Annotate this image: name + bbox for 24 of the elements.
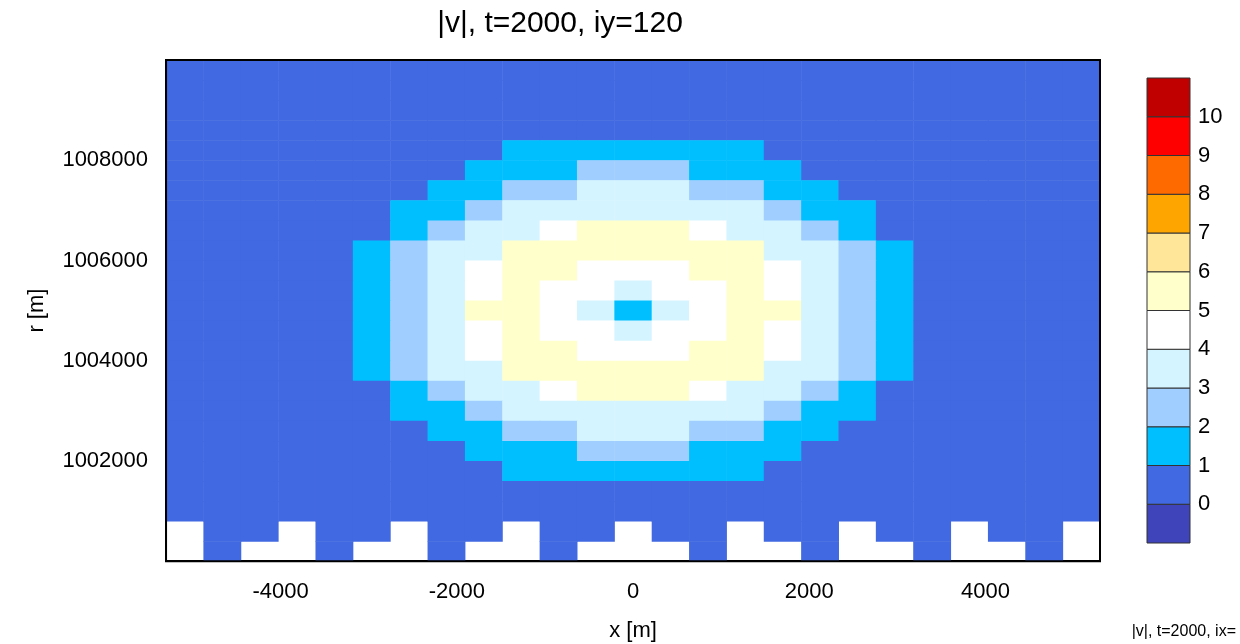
x-tick-label: 2000 — [784, 578, 834, 604]
color-bar-label: 7 — [1198, 219, 1211, 245]
color-bar-label: 0 — [1198, 490, 1211, 516]
y-tick-label: 1004000 — [62, 346, 149, 372]
x-tick-label: 4000 — [960, 578, 1010, 604]
x-tick-label: 0 — [626, 578, 640, 604]
x-tick-label: -2000 — [428, 578, 485, 604]
color-bar-label: 3 — [1198, 374, 1211, 400]
color-bar-label: 5 — [1198, 296, 1211, 322]
color-bar-label: 6 — [1198, 257, 1211, 283]
y-axis-title: r [m] — [23, 288, 49, 333]
x-axis-title: x [m] — [609, 616, 657, 642]
color-bar-label: 4 — [1198, 335, 1211, 361]
y-tick-label: 1002000 — [62, 447, 149, 473]
color-bar-label: 8 — [1198, 180, 1211, 206]
color-bar-label: 10 — [1198, 102, 1223, 128]
color-bar-label: 9 — [1198, 141, 1211, 167]
y-tick-label: 1006000 — [62, 246, 149, 272]
color-bar-label: 1 — [1198, 451, 1211, 477]
y-tick-label: 1008000 — [62, 146, 149, 172]
color-bar-label: 2 — [1198, 412, 1211, 438]
chart-title: |v|, t=2000, iy=120 — [437, 5, 683, 39]
x-tick-label: -4000 — [252, 578, 309, 604]
text: |v|, t=2000, ix= — [1131, 622, 1236, 640]
